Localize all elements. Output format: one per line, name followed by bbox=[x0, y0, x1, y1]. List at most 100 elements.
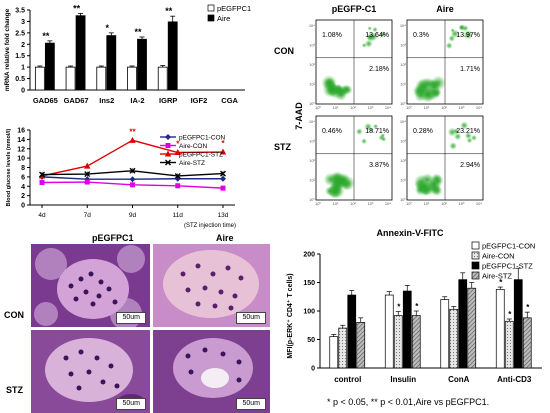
scale-bar: 50um bbox=[116, 312, 146, 324]
cell-cluster bbox=[364, 122, 373, 131]
flow-x-tick-label: 10³ bbox=[459, 201, 465, 206]
glucose-line-chart: 0 2 4 6 8 10 12 14 16 Blood glucose levels (mmol/… bbox=[6, 127, 236, 229]
significance-marker: * bbox=[221, 139, 225, 148]
flow-y-tick-label: 10⁴ bbox=[400, 119, 406, 124]
cell-cluster bbox=[462, 25, 469, 32]
flow-y-tick-label: 10³ bbox=[400, 43, 406, 48]
cell-cluster bbox=[372, 123, 379, 129]
bar bbox=[65, 66, 76, 91]
legend-label: Aire-CON bbox=[179, 143, 207, 150]
x-tick-label: IGF2 bbox=[191, 96, 208, 105]
flow-x-tick-label: 10¹ bbox=[333, 105, 339, 110]
flow-y-tick-label: 10⁴ bbox=[400, 23, 406, 28]
flow-x-tick-label: 10¹ bbox=[424, 201, 430, 206]
y-axis-label: Blood glucose levels (mmol/l) bbox=[6, 129, 12, 207]
cell-cluster bbox=[445, 42, 453, 50]
flow-y-tick-label: 10² bbox=[400, 158, 406, 163]
cell-cluster bbox=[329, 172, 344, 187]
point-marker bbox=[84, 171, 91, 178]
quadrant-lr-value: 2.18% bbox=[369, 66, 389, 73]
bar bbox=[157, 66, 168, 91]
cell-cluster bbox=[361, 42, 367, 48]
mfi-bar-chart: 0 50 100 150 200 MFI(p-ERK⁺ CD4⁺ T cells) cont… bbox=[286, 241, 542, 384]
histo-col-label: Aire bbox=[216, 233, 234, 243]
significance-marker: * bbox=[499, 278, 503, 287]
cell-cluster bbox=[361, 138, 367, 145]
histology-image: 50um bbox=[31, 330, 150, 413]
bar bbox=[402, 290, 412, 369]
y-tick-label: 3.5 bbox=[15, 8, 25, 15]
point-marker bbox=[39, 180, 45, 185]
bar bbox=[75, 15, 86, 91]
significance-marker: ** bbox=[42, 31, 50, 41]
point-marker bbox=[175, 183, 181, 189]
legend-label: pEGFPC1-STZ bbox=[179, 152, 223, 159]
bar bbox=[34, 66, 45, 91]
point-marker bbox=[220, 170, 226, 177]
cell-cluster bbox=[450, 28, 455, 33]
bar bbox=[458, 279, 468, 369]
flow-y-tick-label: 10¹ bbox=[309, 82, 315, 87]
y-tick-label: 50 bbox=[307, 337, 315, 344]
y-tick-label: 10 bbox=[17, 156, 25, 163]
y-tick-label: 0 bbox=[21, 88, 25, 95]
point-marker bbox=[165, 134, 171, 140]
flow-y-tick-label: 10⁰ bbox=[309, 197, 315, 202]
flow-x-axis-label: Annexin-V-FITC bbox=[377, 228, 444, 238]
x-tick-label: CGA bbox=[221, 96, 238, 105]
y-tick-label: 2 bbox=[21, 193, 25, 200]
cell-cluster bbox=[416, 184, 426, 194]
quadrant-ul-value: 1.08% bbox=[322, 32, 342, 39]
flow-y-tick-label: 10³ bbox=[309, 43, 315, 48]
histo-row-label: STZ bbox=[6, 385, 23, 395]
legend-swatch bbox=[471, 241, 480, 250]
quadrant-ul-value: 0.3% bbox=[413, 32, 429, 39]
legend-label: pEGFPC1-STZ bbox=[482, 262, 533, 271]
point-marker bbox=[220, 175, 226, 182]
bar bbox=[356, 322, 366, 369]
tissue-graphic bbox=[153, 244, 270, 327]
scale-bar: 50um bbox=[236, 398, 266, 410]
y-tick-label: 1.5 bbox=[15, 53, 25, 60]
y-tick-label: 2.5 bbox=[15, 30, 25, 37]
footnote: * p < 0.05, ** p < 0.01,Aire vs pEGFPC1. bbox=[327, 397, 490, 407]
flow-x-tick-label: 10⁴ bbox=[385, 105, 391, 110]
flow-x-tick-label: 10² bbox=[350, 105, 356, 110]
cell-cluster bbox=[425, 175, 442, 192]
y-tick-label: 6 bbox=[21, 174, 25, 181]
y-tick-label: 16 bbox=[17, 128, 25, 135]
bar bbox=[167, 21, 178, 91]
point-marker bbox=[39, 171, 45, 178]
point-marker bbox=[165, 159, 171, 166]
bar bbox=[338, 327, 348, 369]
legend-swatch bbox=[471, 261, 480, 270]
cell-cluster bbox=[460, 121, 469, 130]
significance-marker: ** bbox=[73, 3, 81, 13]
flow-y-tick-label: 10² bbox=[309, 62, 315, 67]
bar bbox=[127, 66, 137, 91]
significance-marker: * bbox=[526, 303, 530, 312]
histo-col-label: pEGFPC1 bbox=[92, 233, 134, 243]
legend-label: Aire-STZ bbox=[482, 272, 512, 281]
x-tick-label: 4d bbox=[38, 212, 46, 219]
bar bbox=[504, 320, 514, 369]
cell-cluster bbox=[414, 89, 427, 102]
flow-x-tick-label: 10² bbox=[350, 201, 356, 206]
bar bbox=[384, 294, 394, 369]
legend-label: pEGFPC1 bbox=[217, 4, 251, 13]
bar bbox=[44, 42, 55, 91]
y-tick-label: 150 bbox=[303, 280, 315, 287]
y-tick-label: 14 bbox=[17, 137, 25, 144]
y-tick-label: 0 bbox=[21, 203, 25, 210]
flow-col-label: pEGFP-C1 bbox=[332, 4, 377, 14]
flow-x-tick-label: 10⁰ bbox=[315, 201, 321, 206]
flow-y-tick-label: 10³ bbox=[400, 139, 406, 144]
bar bbox=[411, 315, 421, 369]
flow-y-tick-label: 10² bbox=[400, 62, 406, 67]
bar bbox=[522, 317, 532, 369]
y-tick-label: 1 bbox=[21, 65, 25, 72]
x-tick-label: control bbox=[334, 375, 361, 384]
